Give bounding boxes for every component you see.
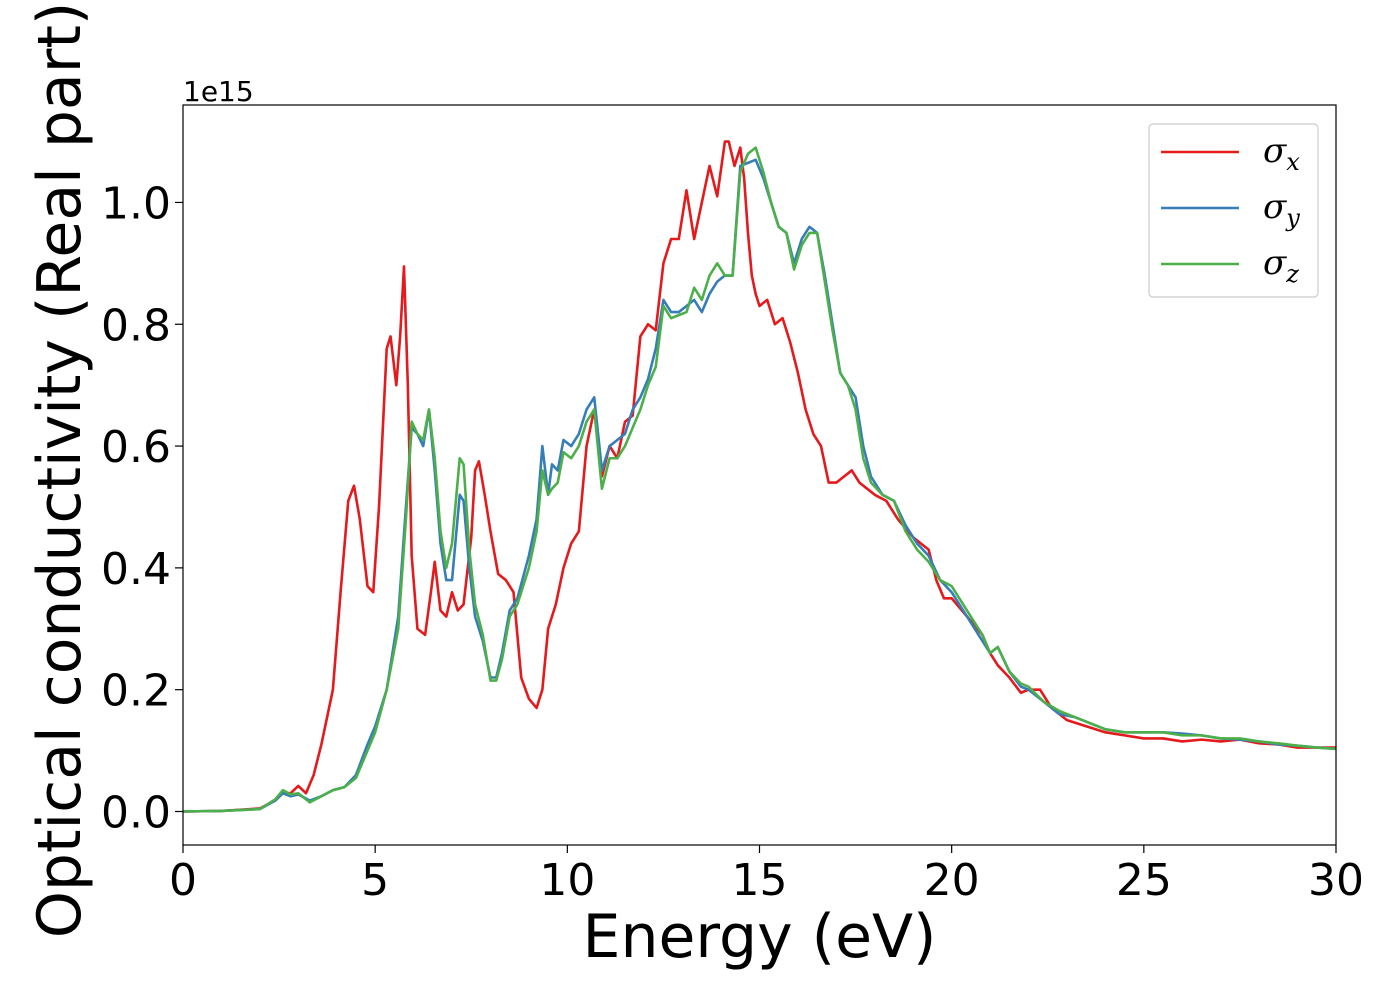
y-axis-label: Optical conductivity (Real part): [25, 2, 95, 939]
x-axis-ticks: 0 5 10 15 20 25 30: [169, 845, 1364, 906]
x-tick-label: 0: [169, 855, 197, 906]
x-axis-label: Energy (eV): [583, 902, 937, 972]
y-tick-label: 0.8: [101, 300, 171, 351]
x-tick-label: 25: [1116, 855, 1172, 906]
legend: σx σy σz: [1148, 123, 1319, 298]
x-tick-label: 15: [732, 855, 788, 906]
x-tick-label: 20: [924, 855, 980, 906]
y-tick-label: 1.0: [101, 178, 171, 229]
x-tick-label: 30: [1308, 855, 1364, 906]
y-offset-text: 1e15: [183, 75, 254, 108]
series-line-x: [183, 140, 1336, 813]
y-tick-label: 0.0: [101, 788, 171, 839]
series-line-z: [183, 146, 1336, 813]
legend-label-x: σx: [1263, 131, 1300, 176]
legend-box: [1148, 123, 1319, 298]
y-tick-label: 0.6: [101, 422, 171, 473]
x-tick-label: 5: [361, 855, 389, 906]
series-layer: [183, 140, 1336, 813]
legend-label-z: σz: [1263, 243, 1299, 288]
y-tick-label: 0.2: [101, 666, 171, 717]
y-tick-label: 0.4: [101, 544, 171, 595]
y-axis-ticks: 0.0 0.2 0.4 0.6 0.8 1.0: [101, 178, 183, 839]
x-tick-label: 10: [539, 855, 595, 906]
legend-label-y: σy: [1263, 187, 1300, 232]
